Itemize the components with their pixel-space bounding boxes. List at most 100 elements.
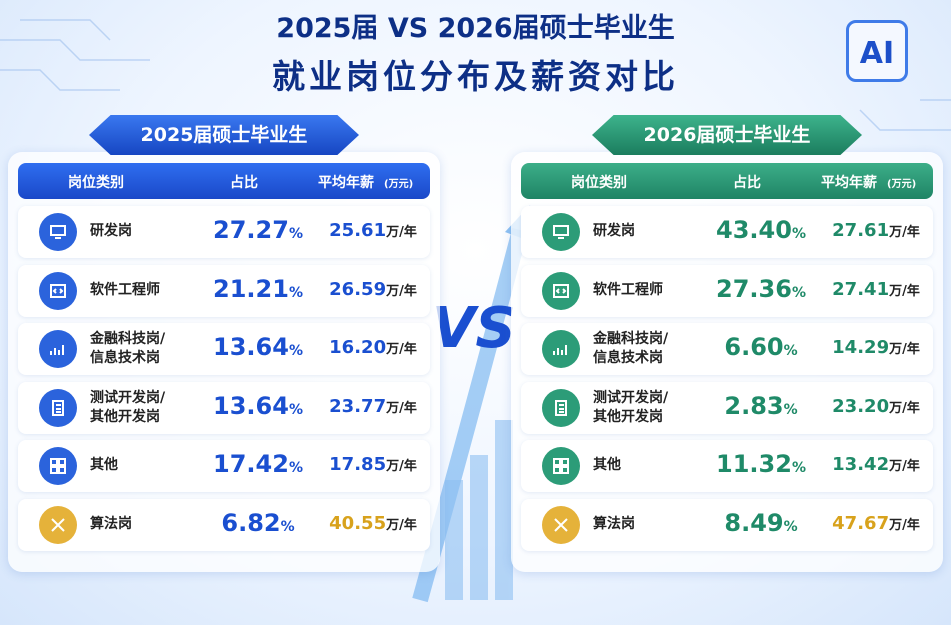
share-unit: % xyxy=(288,460,303,476)
share-unit: % xyxy=(791,284,806,301)
salary-unit: 万/年 xyxy=(889,459,920,474)
category-line: 研发岗 xyxy=(90,223,132,239)
salary-unit: 万/年 xyxy=(889,342,920,357)
panel-title: 2025届硕士毕业生 xyxy=(89,115,359,155)
column-header: 平均年薪 xyxy=(318,175,374,191)
salary-unit: 万/年 xyxy=(386,517,417,533)
salary-unit: 万/年 xyxy=(889,517,920,533)
share-unit: % xyxy=(288,226,303,242)
share-value: 11.32 xyxy=(716,450,792,478)
salary-value: 27.61 xyxy=(832,220,890,241)
category: 研发岗 xyxy=(90,222,132,241)
salary-cell: 25.61万/年 xyxy=(308,220,438,241)
row-icon xyxy=(39,271,77,310)
share-unit: % xyxy=(783,401,798,418)
share-cell: 8.49% xyxy=(701,509,821,537)
salary-value: 25.61 xyxy=(329,220,387,241)
table-row: 软件工程师 27.36% 27.41万/年 xyxy=(521,264,933,317)
share-unit: % xyxy=(288,284,303,301)
share-value: 2.83 xyxy=(724,391,784,420)
column-header: 占比 xyxy=(733,175,761,191)
table-row: 研发岗 27.27% 25.61万/年 xyxy=(18,206,430,258)
column-header: 平均年薪 xyxy=(821,175,877,191)
share-value: 13.64 xyxy=(213,391,289,420)
salary-value: 13.42 xyxy=(832,454,890,475)
table-row: 其他 17.42% 17.85万/年 xyxy=(18,440,430,492)
salary-value: 14.29 xyxy=(832,337,890,358)
salary-cell: 16.20万/年 xyxy=(308,337,438,358)
category-line: 其他开发岗 xyxy=(593,408,663,425)
salary-unit: 万/年 xyxy=(386,342,417,357)
panel-title: 2026届硕士毕业生 xyxy=(592,115,862,155)
share-value: 27.36 xyxy=(716,274,792,303)
category: 算法岗 xyxy=(90,515,132,534)
category: 测试开发岗/其他开发岗 xyxy=(90,389,165,427)
salary-unit: 万/年 xyxy=(386,283,417,299)
category-line: 信息技术岗 xyxy=(90,350,160,366)
category-line: 研发岗 xyxy=(593,223,635,239)
category-line: 其他 xyxy=(593,457,621,473)
vs-label: VS xyxy=(432,296,516,361)
category-line: 软件工程师 xyxy=(593,281,663,298)
share-value: 8.49 xyxy=(724,508,784,537)
category: 软件工程师 xyxy=(593,281,663,300)
share-unit: % xyxy=(783,343,798,359)
salary-cell: 13.42万/年 xyxy=(811,454,941,475)
salary-value: 27.41 xyxy=(832,278,890,300)
table-row: 金融科技岗/信息技术岗 13.64% 16.20万/年 xyxy=(18,323,430,375)
row-icon xyxy=(542,213,580,251)
row-icon xyxy=(542,330,580,368)
share-value: 21.21 xyxy=(213,274,289,303)
row-icon xyxy=(542,505,580,544)
share-unit: % xyxy=(791,460,806,476)
share-value: 6.82 xyxy=(221,508,281,537)
category-line: 算法岗 xyxy=(593,515,635,532)
share-value: 13.64 xyxy=(213,333,289,361)
category-line: 其他 xyxy=(90,457,118,473)
category-line: 其他开发岗 xyxy=(90,408,160,425)
title: 2025届 VS 2026届硕士毕业生 xyxy=(276,13,675,44)
salary-cell: 27.41万/年 xyxy=(811,279,941,300)
share-cell: 6.60% xyxy=(701,333,821,361)
category-line: 软件工程师 xyxy=(90,281,160,298)
row-icon xyxy=(39,330,77,368)
share-unit: % xyxy=(280,518,295,535)
salary-value: 23.77 xyxy=(329,395,387,417)
category: 金融科技岗/信息技术岗 xyxy=(593,330,668,368)
share-cell: 2.83% xyxy=(701,392,821,420)
table-row: 算法岗 8.49% 47.67万/年 xyxy=(521,498,933,551)
salary-value: 17.85 xyxy=(329,454,387,475)
row-icon xyxy=(39,447,77,485)
share-cell: 43.40% xyxy=(701,216,821,244)
salary-value: 16.20 xyxy=(329,337,387,358)
table-row: 研发岗 43.40% 27.61万/年 xyxy=(521,206,933,258)
category-line: 金融科技岗/ xyxy=(90,331,166,347)
share-value: 43.40 xyxy=(716,216,792,244)
share-unit: % xyxy=(783,518,798,535)
category-line: 测试开发岗/ xyxy=(593,389,669,406)
salary-cell: 40.55万/年 xyxy=(308,513,438,534)
row-icon xyxy=(39,388,77,427)
category-line: 金融科技岗/ xyxy=(593,331,669,347)
column-header: 岗位类别 xyxy=(571,175,627,191)
share-unit: % xyxy=(288,401,303,418)
category: 金融科技岗/信息技术岗 xyxy=(90,330,165,368)
category: 测试开发岗/其他开发岗 xyxy=(593,389,668,427)
share-cell: 13.64% xyxy=(198,392,318,420)
share-cell: 27.36% xyxy=(701,275,821,303)
table-row: 算法岗 6.82% 40.55万/年 xyxy=(18,498,430,551)
column-unit: (万元) xyxy=(384,179,414,190)
salary-cell: 17.85万/年 xyxy=(308,454,438,475)
share-value: 17.42 xyxy=(213,450,289,478)
table-header: 岗位类别 占比 平均年薪 (万元) xyxy=(521,163,933,199)
category: 其他 xyxy=(90,456,118,475)
salary-unit: 万/年 xyxy=(889,400,920,416)
share-cell: 17.42% xyxy=(198,450,318,478)
salary-value: 47.67 xyxy=(832,512,890,534)
table-header: 岗位类别 占比 平均年薪 (万元) xyxy=(18,163,430,199)
salary-value: 23.20 xyxy=(832,395,890,417)
row-icon xyxy=(542,271,580,310)
share-unit: % xyxy=(791,226,806,242)
row-icon xyxy=(542,388,580,427)
